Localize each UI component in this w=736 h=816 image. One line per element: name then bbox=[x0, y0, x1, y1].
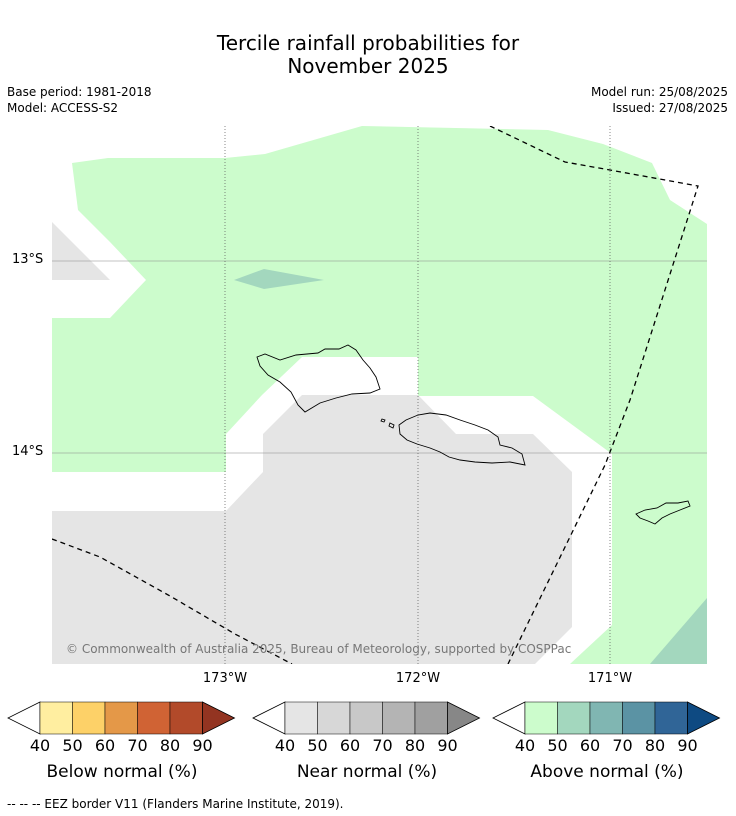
near-normal-40-50-patch bbox=[52, 222, 110, 280]
upolu-island bbox=[398, 412, 526, 466]
above-normal-label: Above normal (%) bbox=[530, 762, 684, 782]
above-normal-colorbar-tick: 70 bbox=[612, 736, 632, 755]
above-normal-colorbar-segment bbox=[524, 701, 558, 735]
above-normal-colorbar-extend-low bbox=[492, 701, 526, 735]
below-normal-colorbar-segment bbox=[137, 701, 171, 735]
above-normal-colorbar-segment bbox=[557, 701, 591, 735]
below-normal-colorbar-tick: 50 bbox=[62, 736, 82, 755]
above-normal-colorbar-tick: 40 bbox=[515, 736, 535, 755]
near-normal-colorbar-tick: 90 bbox=[437, 736, 457, 755]
above-normal-colorbar-extend-high bbox=[687, 701, 721, 735]
below-normal-colorbar-tick: 80 bbox=[160, 736, 180, 755]
map-title-line2: November 2025 bbox=[287, 54, 449, 78]
above-normal-50-60-patch bbox=[234, 269, 324, 289]
map-title-line1: Tercile rainfall probabilities for bbox=[216, 31, 520, 55]
above-normal-colorbar-segment bbox=[589, 701, 623, 735]
below-normal-colorbar-tick: 70 bbox=[127, 736, 147, 755]
tutuila-island bbox=[635, 500, 691, 525]
forecast-map: © Commonwealth of Australia 2025, Bureau… bbox=[52, 126, 707, 664]
savaii-island bbox=[256, 344, 381, 413]
below-normal-colorbar-segment bbox=[72, 701, 106, 735]
below-normal-colorbar-tick: 40 bbox=[30, 736, 50, 755]
base-period-label: Base period: 1981-2018 bbox=[7, 85, 152, 99]
near-normal-colorbar-segment bbox=[382, 701, 416, 735]
above-normal-40-50-region bbox=[52, 126, 707, 664]
colorbar-legends: 40 50 60 70 80 90 40 50 60 70 80 90 40 50 60 70 80 90 bbox=[7, 701, 721, 755]
lon-label-172w: 172°W bbox=[395, 671, 441, 686]
eez-footnote: -- -- -- EEZ border V11 (Flanders Marine… bbox=[7, 797, 344, 811]
near-normal-colorbar-segment bbox=[317, 701, 351, 735]
near-normal-40-50-region bbox=[52, 395, 572, 664]
model-run-label: Model run: 25/08/2025 bbox=[590, 85, 728, 99]
near-normal-colorbar-extend-low bbox=[252, 701, 286, 735]
below-normal-colorbar-tick: 60 bbox=[95, 736, 115, 755]
near-normal-label: Near normal (%) bbox=[296, 762, 438, 782]
above-normal-colorbar-tick: 60 bbox=[580, 736, 600, 755]
above-normal-colorbar-tick: 80 bbox=[645, 736, 665, 755]
lat-gridlines bbox=[52, 260, 707, 454]
island-outlines bbox=[256, 344, 691, 525]
below-normal-colorbar-tick: 90 bbox=[192, 736, 212, 755]
lat-label-13s: 13°S bbox=[12, 252, 44, 267]
copyright-text: © Commonwealth of Australia 2025, Bureau… bbox=[66, 642, 571, 656]
eez-border-lines bbox=[52, 126, 699, 664]
above-normal-colorbar-tick: 50 bbox=[547, 736, 567, 755]
lon-label-171w: 171°W bbox=[587, 671, 633, 686]
apolima-islet bbox=[388, 422, 395, 429]
below-normal-colorbar-extend-low bbox=[7, 701, 41, 735]
near-normal-colorbar-tick: 50 bbox=[307, 736, 327, 755]
near-normal-colorbar-segment bbox=[349, 701, 383, 735]
model-label: Model: ACCESS-S2 bbox=[7, 101, 119, 115]
below-normal-colorbar-segment bbox=[169, 701, 203, 735]
map-region-layer: © Commonwealth of Australia 2025, Bureau… bbox=[52, 126, 707, 664]
near-normal-colorbar-segment bbox=[284, 701, 318, 735]
manono-islet bbox=[380, 418, 386, 423]
near-normal-colorbar-tick: 60 bbox=[340, 736, 360, 755]
below-normal-colorbar-segment bbox=[104, 701, 138, 735]
above-normal-colorbar-segment bbox=[654, 701, 688, 735]
above-normal-colorbar-tick: 90 bbox=[677, 736, 697, 755]
above-normal-50-60-corner bbox=[650, 598, 707, 664]
near-normal-colorbar-tick: 80 bbox=[405, 736, 425, 755]
above-normal-colorbar-segment bbox=[622, 701, 656, 735]
below-normal-label: Below normal (%) bbox=[46, 762, 198, 782]
below-normal-colorbar-segment bbox=[39, 701, 73, 735]
near-normal-colorbar-tick: 40 bbox=[275, 736, 295, 755]
below-normal-colorbar-extend-high bbox=[202, 701, 236, 735]
lat-label-14s: 14°S bbox=[12, 444, 44, 459]
lon-label-173w: 173°W bbox=[202, 671, 248, 686]
issued-label: Issued: 27/08/2025 bbox=[612, 101, 728, 115]
near-normal-colorbar-extend-high bbox=[447, 701, 481, 735]
near-normal-colorbar-tick: 70 bbox=[372, 736, 392, 755]
near-normal-colorbar-segment bbox=[414, 701, 448, 735]
